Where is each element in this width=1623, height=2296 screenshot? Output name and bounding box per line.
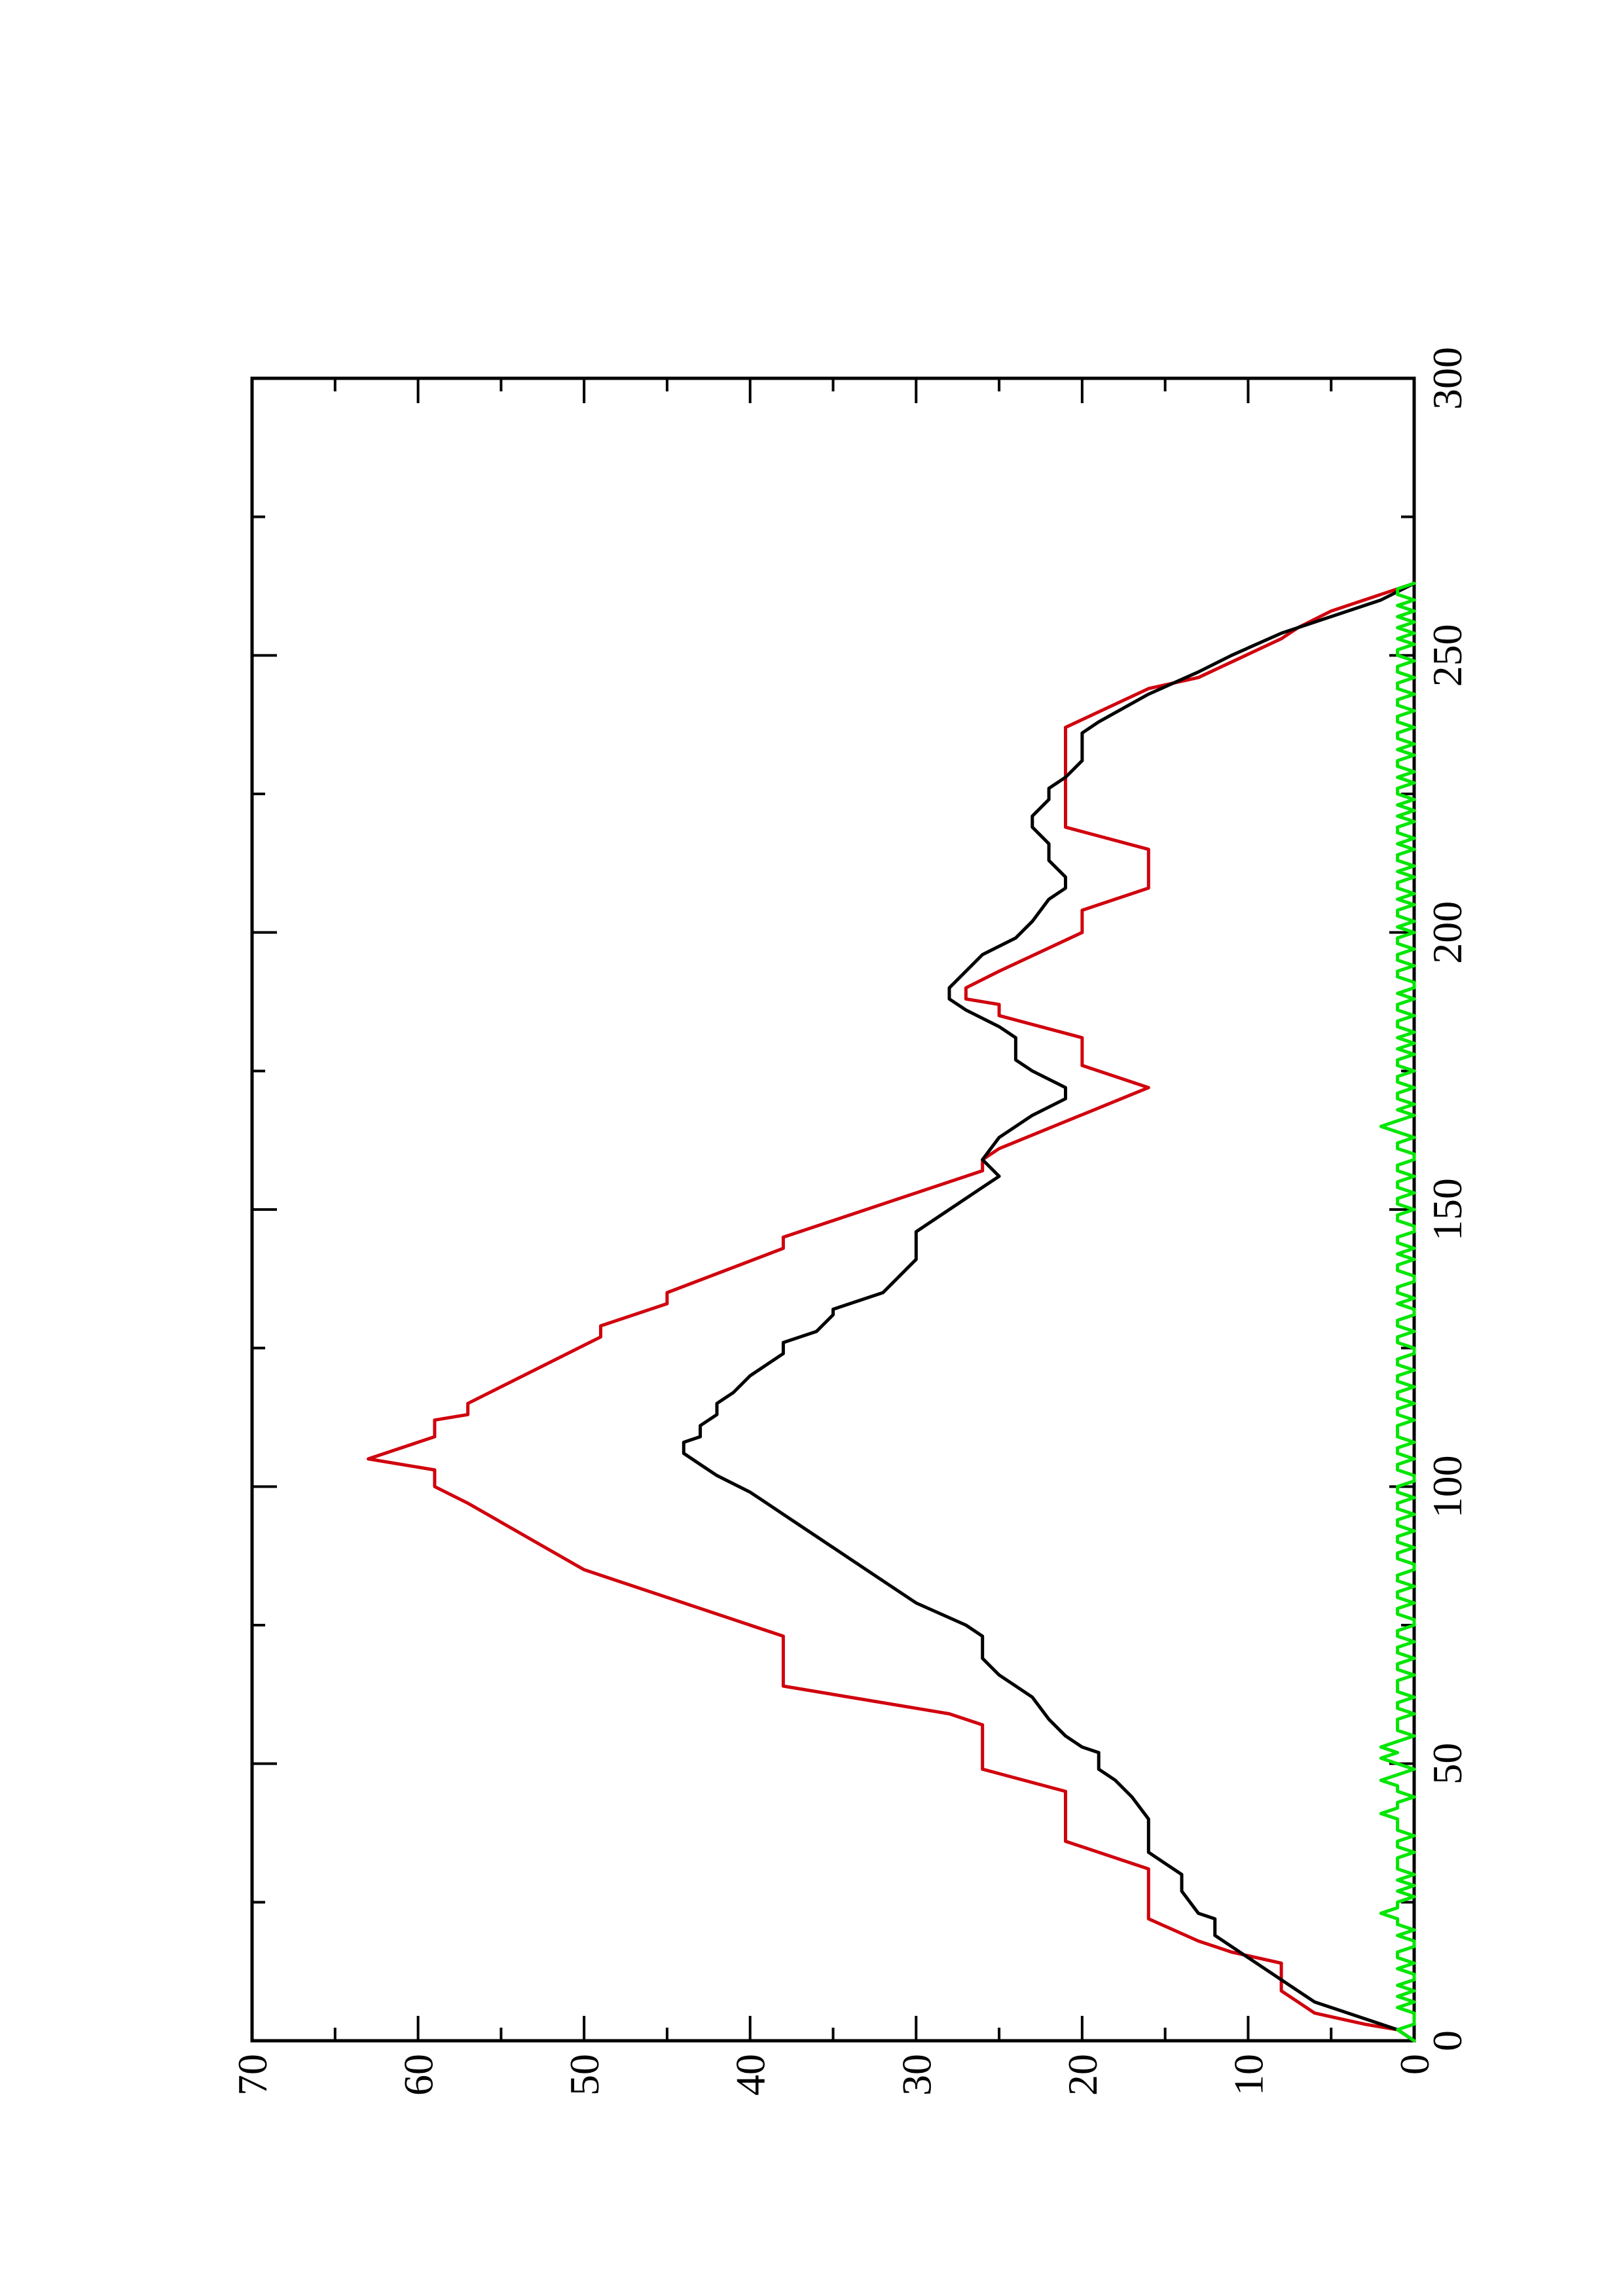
x-tick-label: 50 xyxy=(1424,1743,1470,1785)
x-tick-label: 250 xyxy=(1424,624,1470,687)
x-tick-label: 100 xyxy=(1424,1455,1470,1518)
y-tick-label: 10 xyxy=(1225,2054,1271,2096)
y-tick-label: 70 xyxy=(229,2054,276,2096)
y-tick-label: 60 xyxy=(395,2054,442,2096)
axis-ticks xyxy=(251,377,1415,2042)
axis-tick-labels: 0 50 100 150 200 250 300 0 10 20 30 40 50 60 70 xyxy=(229,347,1470,2096)
series-line-1 xyxy=(367,581,1416,2043)
y-tick-label: 50 xyxy=(561,2054,608,2096)
x-tick-label: 300 xyxy=(1424,347,1470,410)
y-tick-label: 40 xyxy=(727,2054,774,2096)
x-tick-label: 200 xyxy=(1424,901,1470,964)
plot-frame xyxy=(250,376,1416,2043)
y-tick-label: 30 xyxy=(893,2054,939,2096)
y-tick-label: 20 xyxy=(1059,2054,1106,2096)
series-line-3 xyxy=(1379,581,1416,2043)
x-tick-label: 0 xyxy=(1424,2030,1470,2051)
series-line-2 xyxy=(682,581,1416,2043)
series-lines xyxy=(367,581,1416,2043)
x-tick-label: 150 xyxy=(1424,1178,1470,1241)
y-tick-label: 0 xyxy=(1391,2054,1438,2075)
